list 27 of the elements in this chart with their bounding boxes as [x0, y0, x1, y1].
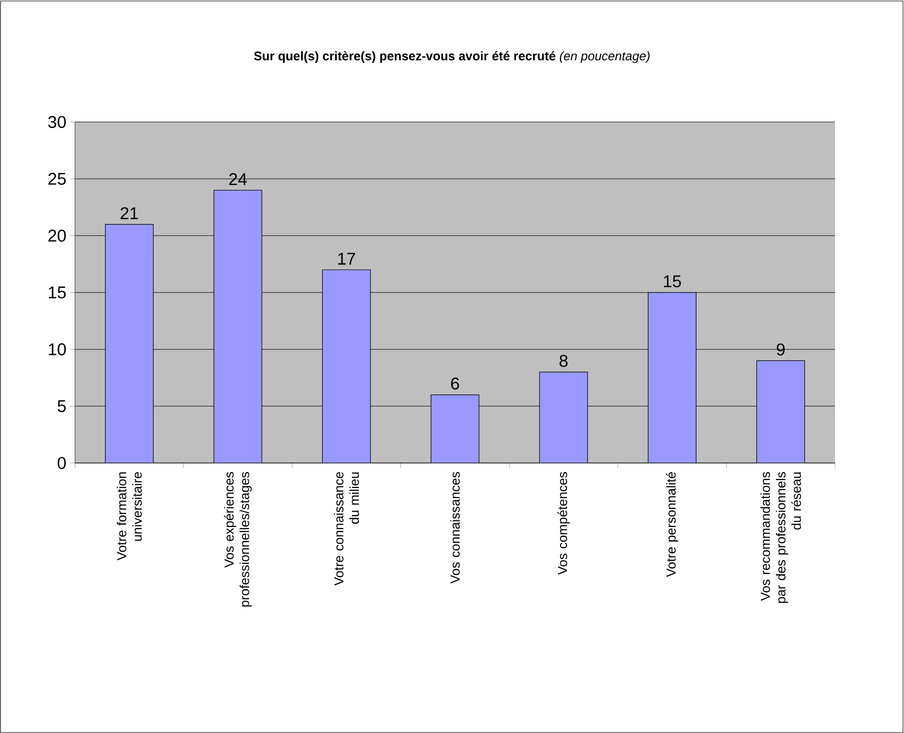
x-tick-label: Votre personnalité	[666, 472, 678, 577]
data-label: 15	[664, 275, 681, 288]
x-tick-label: Vos expériences professionnelles/stages	[224, 472, 252, 607]
x-tick-label: Vos connaissances	[450, 472, 460, 584]
bar	[214, 190, 262, 463]
x-tick-label: Vos compétences	[557, 472, 570, 575]
bar	[322, 269, 371, 463]
bar	[430, 394, 480, 463]
bar	[539, 372, 588, 463]
y-tick-label: 25	[48, 172, 66, 185]
x-tick-label: Vos recommandations par des professionnels du réseau	[760, 472, 801, 603]
bar	[756, 360, 806, 463]
y-tick-label: 30	[48, 116, 66, 128]
y-tick-label: 15	[48, 286, 66, 298]
y-tick-label: 5	[58, 400, 66, 412]
bar	[648, 292, 696, 463]
data-label: 6	[451, 378, 459, 390]
data-label: 8	[560, 354, 568, 367]
x-tick-label: Votre connaissance du milieu	[334, 472, 359, 586]
data-label: 21	[120, 207, 138, 220]
bar	[104, 224, 154, 463]
x-tick-label: Votre formation universitaire	[116, 472, 142, 560]
chart-title: Sur quel(s) critère(s) pensez-vous avoir été recruté (en poucentage)	[254, 51, 650, 63]
y-tick-label: 0	[58, 456, 66, 470]
data-label: 17	[338, 252, 356, 265]
y-tick-label: 10	[48, 343, 66, 356]
y-tick-label: 20	[48, 230, 66, 242]
